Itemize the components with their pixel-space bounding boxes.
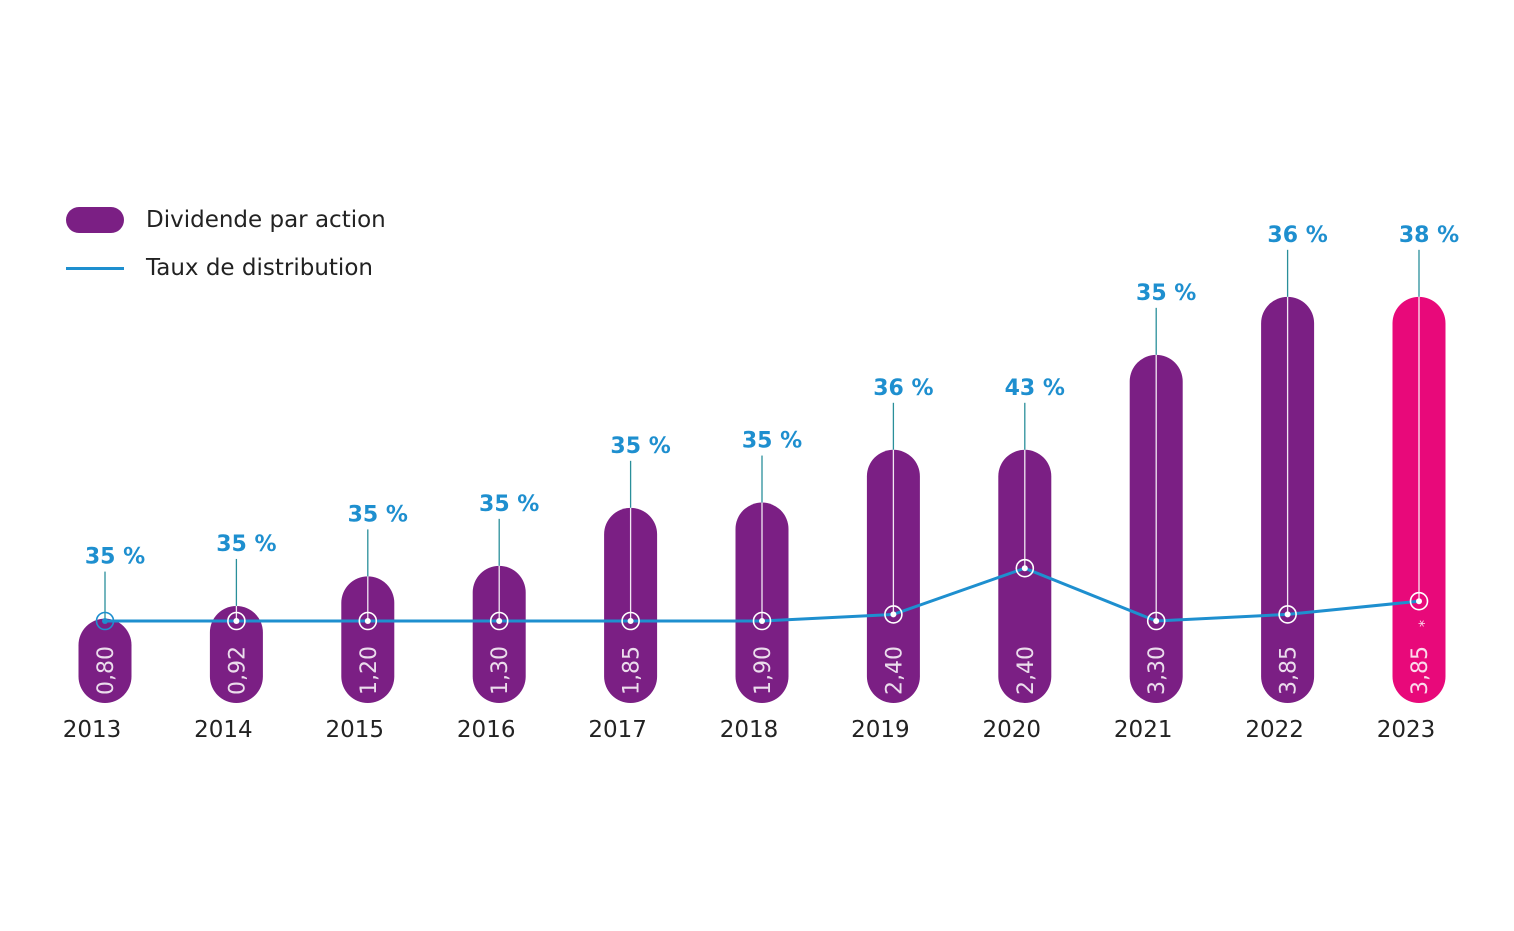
marker-ring-2020 <box>1015 558 1035 578</box>
marker-dot-2020 <box>1021 565 1028 572</box>
year-label-2017: 2017 <box>588 717 647 743</box>
marker-dot-2015 <box>364 618 371 624</box>
value-label-2023: 3,85 <box>1408 646 1433 695</box>
pct-label-2023: 38 % <box>1399 223 1459 248</box>
pct-label-2022: 36 % <box>1267 223 1327 248</box>
pct-label-2020: 43 % <box>1005 376 1065 401</box>
marker-ring-2015 <box>358 611 378 631</box>
value-label-2017: 1,85 <box>620 646 645 695</box>
legend-swatch-line <box>66 266 124 270</box>
marker-dot-2017 <box>627 618 634 624</box>
value-label-2021: 3,30 <box>1145 646 1170 695</box>
year-label-2021: 2021 <box>1114 717 1173 743</box>
pct-label-2014: 35 % <box>216 532 276 557</box>
bar-2015 <box>341 576 395 703</box>
value-label-2018: 1,90 <box>751 646 776 695</box>
marker-dot-2021 <box>1153 618 1160 624</box>
marker-dot-2023 <box>1416 598 1422 605</box>
legend-swatch-bar <box>66 207 124 233</box>
marker-ring-2014 <box>227 611 246 631</box>
pct-label-2015: 35 % <box>348 502 408 527</box>
marker-dot-2019 <box>890 611 897 618</box>
marker-dot-2016 <box>496 618 503 624</box>
bar-2014 <box>209 605 263 703</box>
marker-ring-2022 <box>1278 605 1297 624</box>
pct-label-2018: 35 % <box>742 429 802 454</box>
year-label-2015: 2015 <box>326 717 385 743</box>
pct-label-2017: 35 % <box>610 434 670 459</box>
year-label-2020: 2020 <box>983 717 1042 743</box>
year-label-2018: 2018 <box>720 717 779 743</box>
marker-dot-2013 <box>102 618 108 624</box>
legend-label-taux: Taux de distribution <box>146 255 373 281</box>
pct-label-2019: 36 % <box>873 376 933 401</box>
marker-ring-2018 <box>752 611 772 631</box>
value-note-2023: * <box>1417 620 1433 627</box>
pct-label-2016: 35 % <box>479 492 539 517</box>
year-label-2023: 2023 <box>1377 717 1436 743</box>
year-label-2014: 2014 <box>194 717 253 743</box>
legend-item-taux: Taux de distribution <box>66 244 386 292</box>
marker-dot-2018 <box>759 618 765 624</box>
value-label-2016: 1,30 <box>488 646 513 695</box>
marker-ring-2019 <box>884 605 903 624</box>
pct-label-2013: 35 % <box>85 545 145 570</box>
marker-ring-2023 <box>1409 591 1429 611</box>
value-label-2019: 2,40 <box>882 646 907 695</box>
legend-item-dividende: Dividende par action <box>66 196 386 244</box>
marker-ring-2021 <box>1146 611 1166 631</box>
year-label-2016: 2016 <box>457 717 516 743</box>
value-label-2013: 0,80 <box>94 646 119 695</box>
year-label-2013: 2013 <box>63 717 122 743</box>
marker-ring-2017 <box>621 611 640 631</box>
pct-label-2021: 35 % <box>1136 281 1196 306</box>
legend: Dividende par action Taux de distributio… <box>66 196 386 292</box>
bar-2013 <box>78 618 132 703</box>
marker-ring-2016 <box>489 611 509 631</box>
value-label-2014: 0,92 <box>225 646 250 695</box>
year-label-2019: 2019 <box>851 717 910 743</box>
value-label-2022: 3,85 <box>1277 646 1302 695</box>
legend-label-dividende: Dividende par action <box>146 207 386 233</box>
year-label-2022: 2022 <box>1245 717 1304 743</box>
marker-dot-2014 <box>233 618 240 624</box>
value-label-2020: 2,40 <box>1014 646 1039 695</box>
value-label-2015: 1,20 <box>357 646 382 695</box>
marker-ring-2013 <box>95 611 115 631</box>
bar-2016 <box>472 565 526 703</box>
marker-dot-2022 <box>1284 611 1291 618</box>
